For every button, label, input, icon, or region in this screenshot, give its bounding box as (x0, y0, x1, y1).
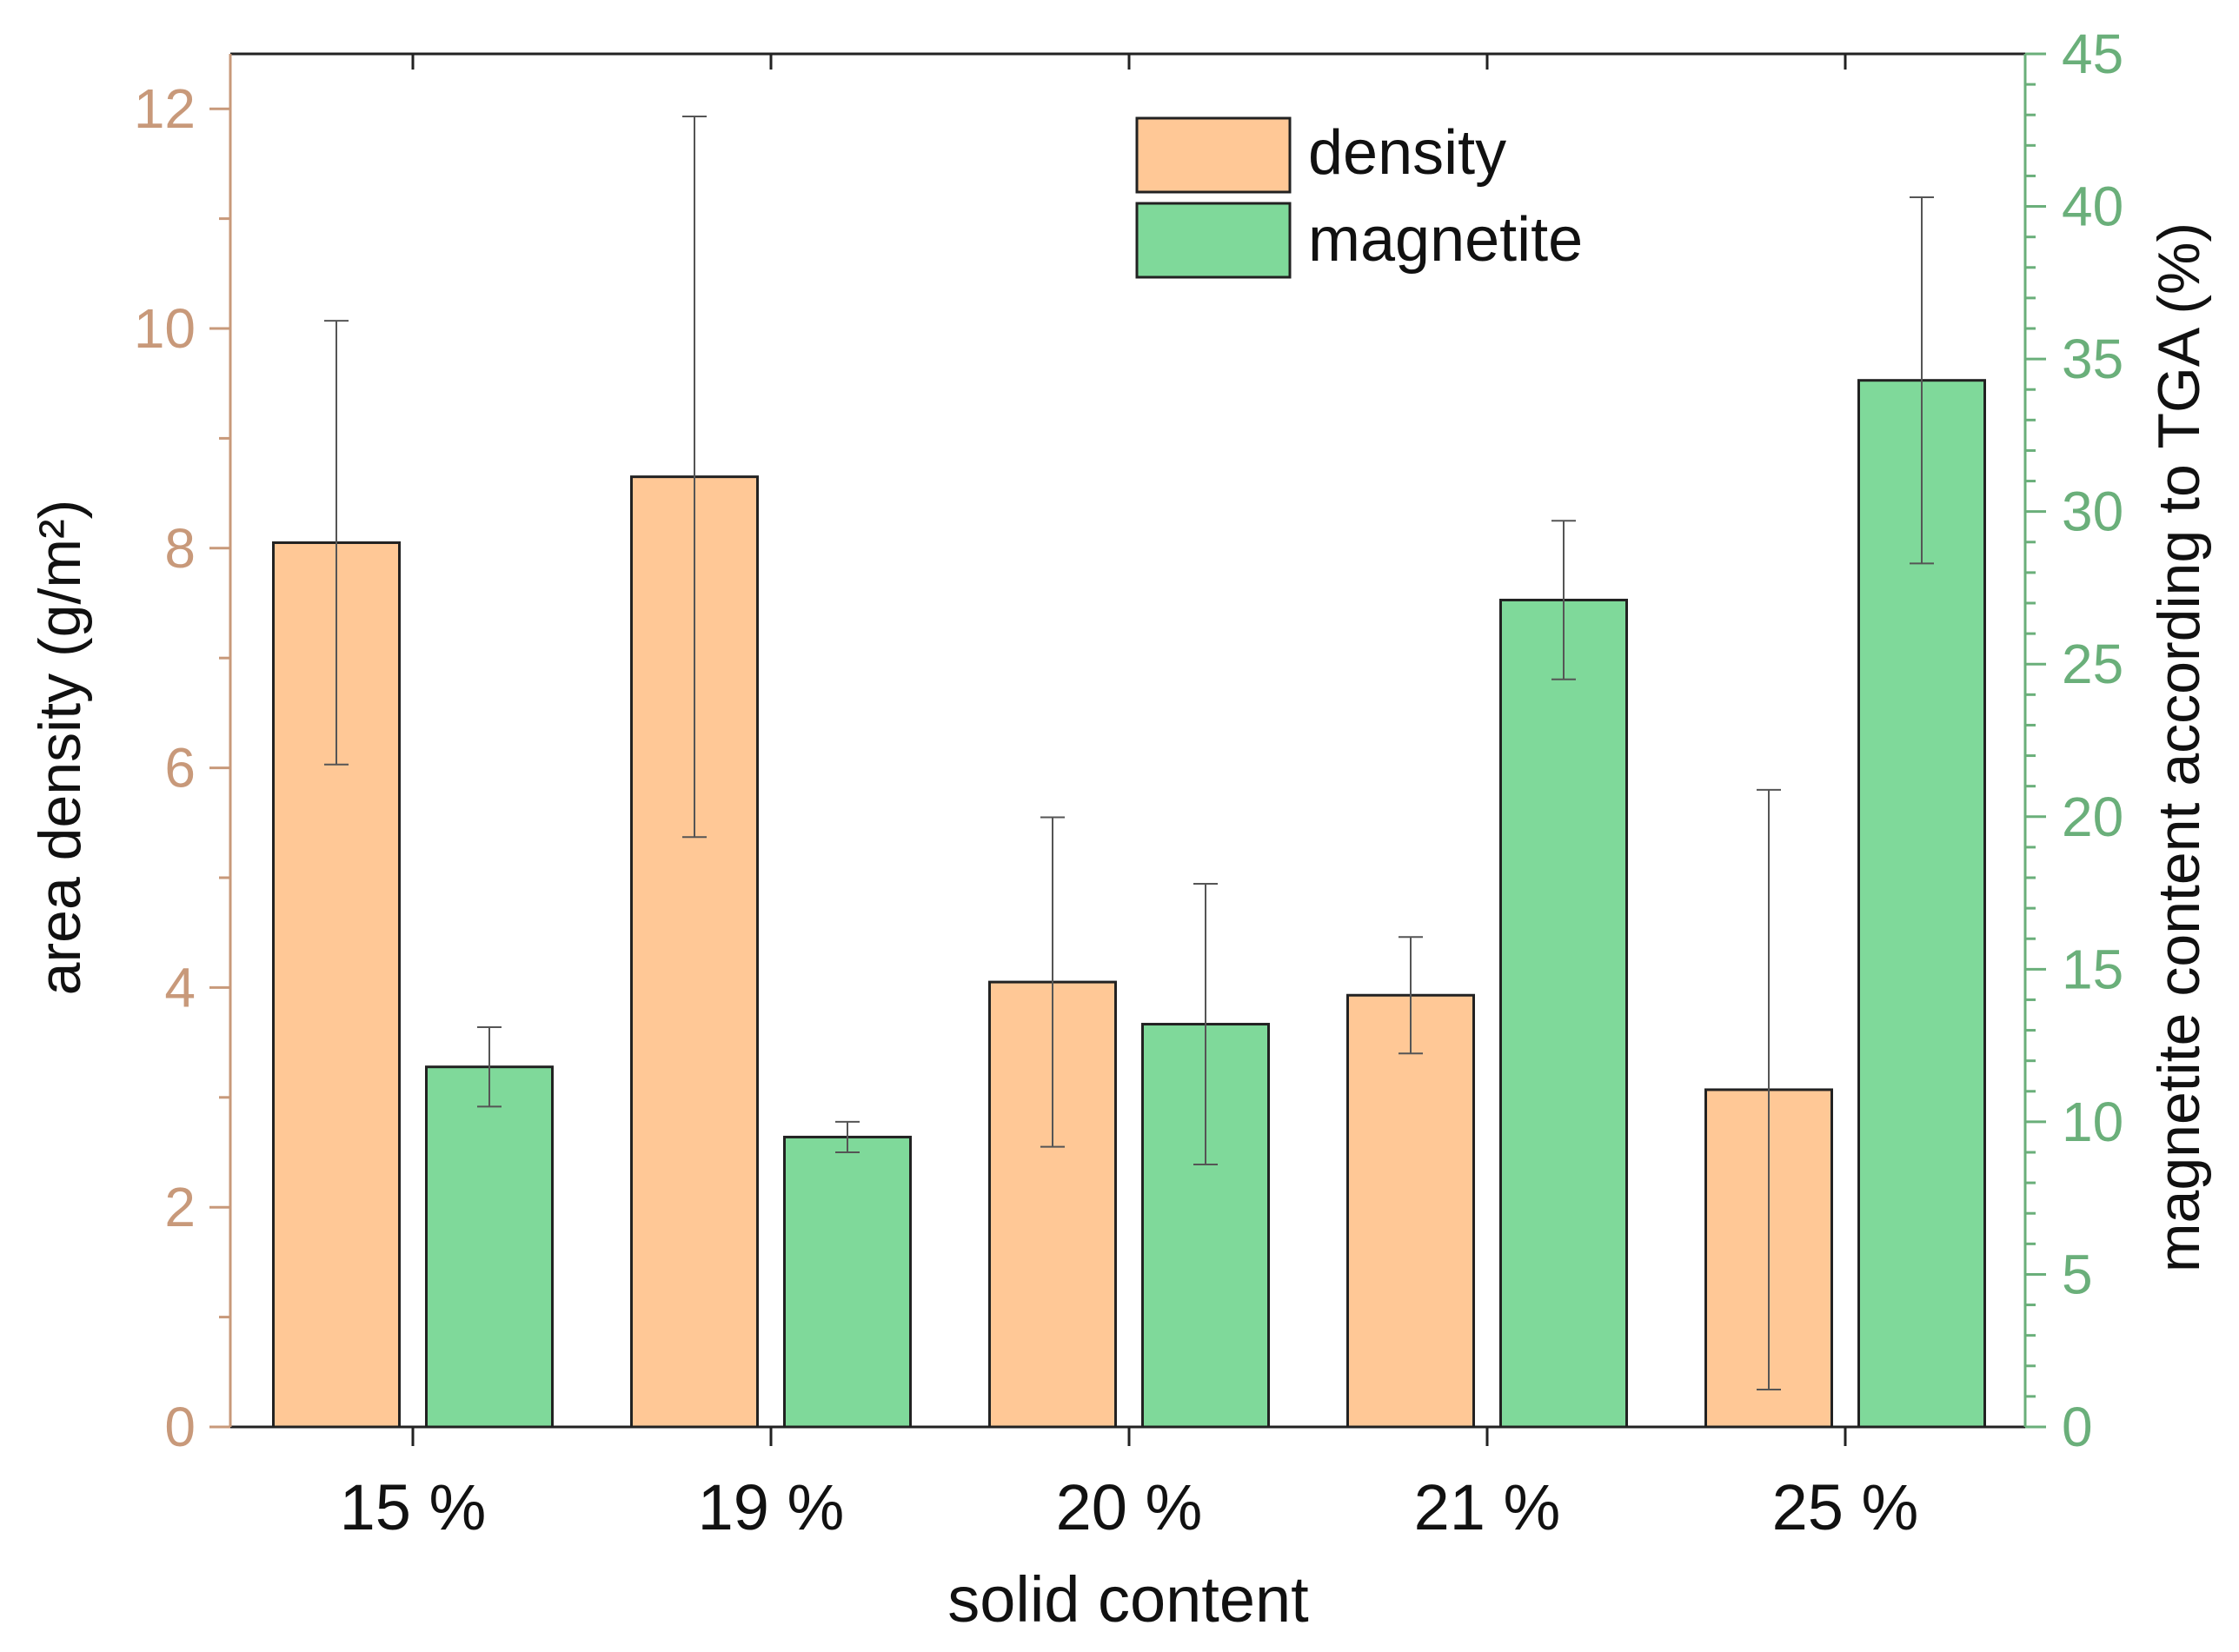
x-tick-label-1: 15 % (340, 1471, 487, 1543)
x-tick-label-5: 25 % (1772, 1471, 1919, 1543)
legend-label-magnetite: magnetite (1308, 205, 1583, 275)
x-tick-label-3: 20 % (1056, 1471, 1203, 1543)
y-left-tick-label-0: 0 (164, 1396, 196, 1458)
y-axis-right-title: magnetite content according to TGA (%) (2146, 222, 2212, 1272)
y-left-tick-label-10: 10 (134, 297, 196, 360)
y-right-tick-label-45: 45 (2062, 23, 2123, 85)
legend: density magnetite (1135, 116, 1583, 279)
y-right-tick-label-10: 10 (2062, 1091, 2123, 1153)
y-right-tick-label-35: 35 (2062, 328, 2123, 390)
y-left-tick-label-2: 2 (164, 1176, 196, 1238)
y-left-tick-label-8: 8 (164, 517, 196, 580)
y-left-tick-label-4: 4 (164, 956, 196, 1018)
y-right-tick-label-40: 40 (2062, 176, 2123, 238)
x-tick-label-2: 19 % (698, 1471, 845, 1543)
legend-swatch-magnetite (1135, 202, 1292, 279)
y-right-tick-label-25: 25 (2062, 633, 2123, 695)
x-tick-label-4: 21 % (1414, 1471, 1561, 1543)
bar-density-4 (1346, 993, 1475, 1429)
y-left-tick-label-6: 6 (164, 737, 196, 799)
y-right-tick-label-30: 30 (2062, 481, 2123, 543)
legend-swatch-density (1135, 116, 1292, 194)
bars-layer (272, 116, 1986, 1429)
y-left-tick-label-12: 12 (134, 77, 196, 140)
bar-magnetite-1 (425, 1065, 554, 1429)
y-right-tick-label-15: 15 (2062, 938, 2123, 1000)
legend-label-density: density (1308, 118, 1506, 188)
y-right-tick-label-5: 5 (2062, 1243, 2093, 1305)
x-axis-title: solid content (947, 1563, 1309, 1635)
bar-magnetite-2 (783, 1135, 912, 1429)
y-right-tick-label-0: 0 (2062, 1396, 2093, 1458)
y-right-tick-label-20: 20 (2062, 786, 2123, 848)
y-axis-left-title: area density (g/m²) (27, 500, 93, 996)
axes-layer: 0 2 4 6 8 10 12 0 5 10 15 20 25 30 35 40 45 15 % 19 % 20 % 2… (134, 23, 2123, 1543)
bar-magnetite-4 (1499, 598, 1628, 1429)
